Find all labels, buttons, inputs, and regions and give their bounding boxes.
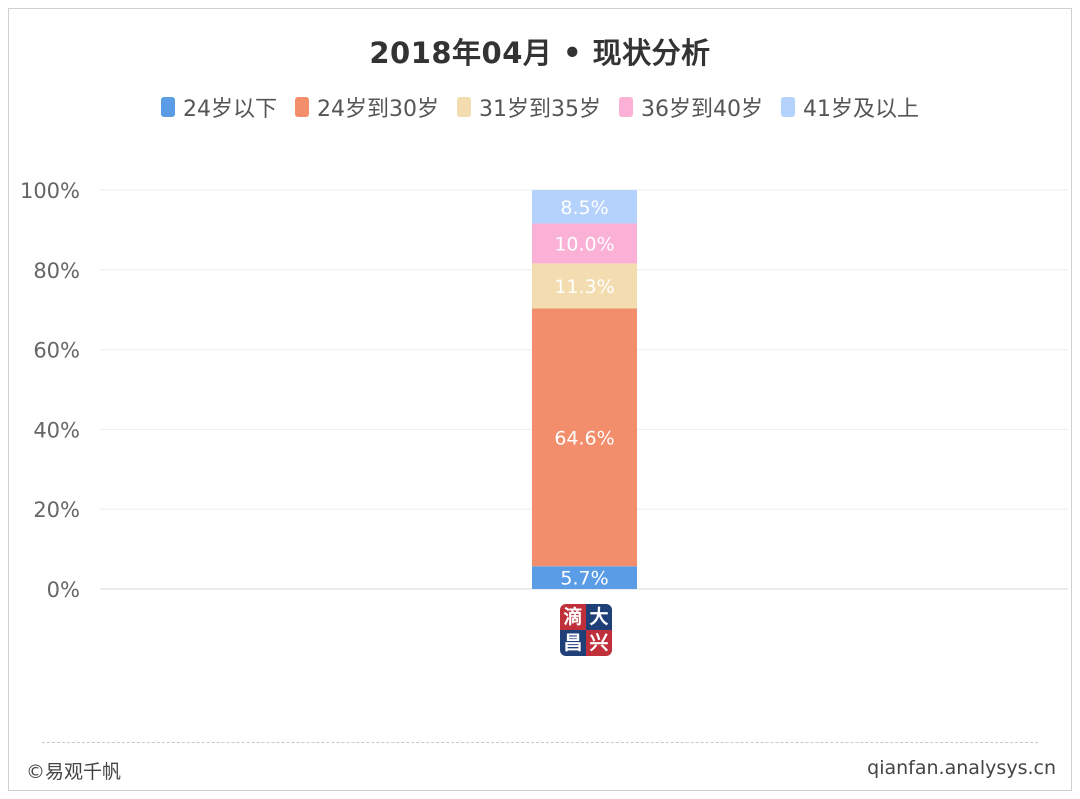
y-tick-label: 40%	[33, 418, 80, 442]
y-tick-label: 100%	[20, 179, 80, 203]
legend-item-41plus[interactable]: 41岁及以上	[781, 91, 919, 123]
legend-item-36to40[interactable]: 36岁到40岁	[619, 91, 763, 123]
legend-item-31to35[interactable]: 31岁到35岁	[457, 91, 601, 123]
footer-copyright: ©易观千帆	[26, 761, 122, 783]
stamp-char: 大	[586, 604, 612, 630]
y-tick-label: 80%	[33, 259, 80, 283]
legend-swatch-24to30	[295, 97, 309, 117]
legend-item-24to30[interactable]: 24岁到30岁	[295, 91, 439, 123]
chart-legend: 24岁以下 24岁到30岁 31岁到35岁 36岁到40岁 41岁及以上	[0, 91, 1080, 123]
legend-label-41plus: 41岁及以上	[803, 97, 919, 122]
footer-url[interactable]: qianfan.analysys.cn	[867, 757, 1056, 779]
legend-label-36to40: 36岁到40岁	[641, 97, 763, 122]
legend-swatch-31to35	[457, 97, 471, 117]
footer-divider	[42, 742, 1038, 743]
chart-title: 2018年04月 • 现状分析	[369, 36, 711, 70]
bar-segment-24to30[interactable]	[532, 308, 637, 567]
legend-swatch-36to40	[619, 97, 633, 117]
stamp-char: 兴	[586, 630, 612, 656]
bar-segment-under24[interactable]	[532, 566, 637, 589]
legend-label-31to35: 31岁到35岁	[479, 97, 601, 122]
y-tick-label: 60%	[33, 339, 80, 363]
y-tick-label: 20%	[33, 498, 80, 522]
stamp-char: 滴	[560, 604, 586, 630]
y-tick-label: 0%	[47, 578, 80, 602]
data-label-41plus: 8.5%	[560, 197, 608, 219]
legend-swatch-under24	[161, 97, 175, 117]
data-label-31to35: 11.3%	[554, 276, 614, 298]
bar-segment-36to40[interactable]	[532, 223, 637, 264]
stamp-char: 昌	[560, 630, 586, 656]
data-label-under24: 5.7%	[560, 568, 608, 590]
legend-label-under24: 24岁以下	[183, 97, 277, 122]
stamp-logo: 滴 大 昌 兴	[560, 604, 612, 656]
legend-item-under24[interactable]: 24岁以下	[161, 91, 277, 123]
legend-swatch-41plus	[781, 97, 795, 117]
bar-segment-41plus[interactable]	[532, 190, 637, 224]
legend-label-24to30: 24岁到30岁	[317, 97, 439, 122]
bar-segment-31to35[interactable]	[532, 263, 637, 309]
data-label-36to40: 10.0%	[554, 233, 614, 255]
data-label-24to30: 64.6%	[554, 427, 614, 449]
stacked-bar-chart: 0% 20% 40% 60% 80% 100% 5.7% 64.6% 11.3% 10.0% 8.5…	[20, 179, 1068, 602]
